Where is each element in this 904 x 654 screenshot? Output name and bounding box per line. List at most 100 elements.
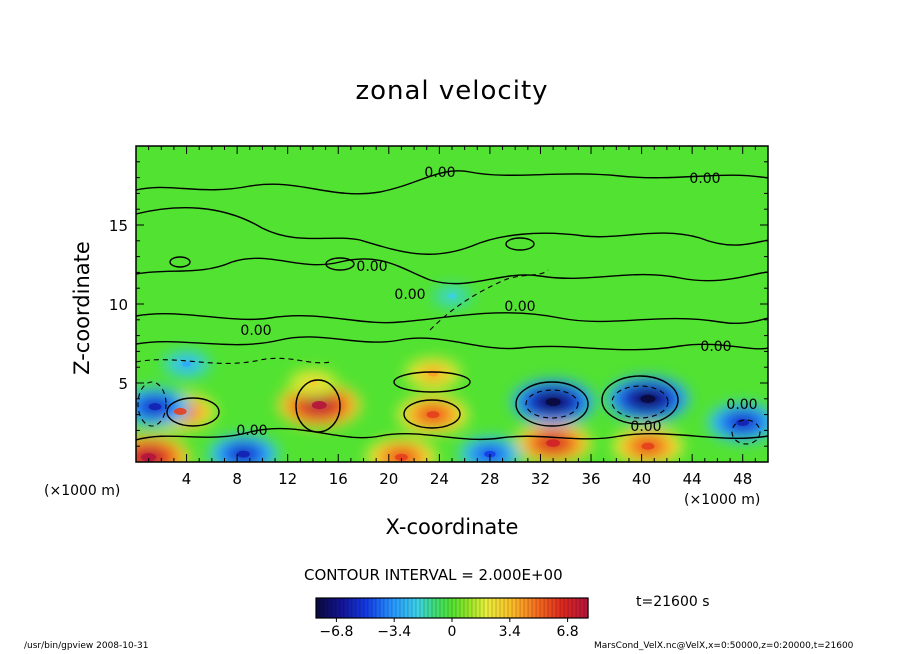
field-feature-core: [148, 403, 162, 411]
colorbar-cell: [368, 598, 373, 618]
contour-ring: [403, 399, 461, 429]
negative-contour-6: [731, 419, 761, 445]
contour-label-text: 0.00: [726, 397, 757, 413]
y-axis-label: Z-coordinate: [70, 241, 94, 375]
colorbar-cell: [428, 598, 433, 618]
colorbar-cell: [436, 598, 441, 618]
contour-ring: [505, 237, 535, 251]
contour-label: 0.00: [356, 259, 387, 275]
x-tick-label: 8: [232, 470, 242, 488]
colorbar-cell: [488, 598, 493, 618]
colorbar-cell: [352, 598, 357, 618]
footer-right: MarsCond_VelX.nc@VelX,x=0:50000,z=0:2000…: [594, 641, 854, 651]
contour-label-text: 0.00: [630, 419, 661, 435]
colorbar-cell: [384, 598, 389, 618]
contour-label-text: 0.00: [394, 287, 425, 303]
colorbar-cell: [512, 598, 517, 618]
colorbar-cell: [580, 598, 585, 618]
contour-ring: [295, 379, 341, 433]
colorbar-cell: [416, 598, 421, 618]
contour-label-text: 0.00: [424, 165, 455, 181]
x-tick-label: 40: [632, 470, 651, 488]
colorbar: −6.8 −3.4 0 3.4 6.8: [315, 597, 589, 640]
negative-contour-2: [429, 269, 549, 331]
colorbar-tick-label: −3.4: [377, 624, 411, 640]
colorbar-cell: [452, 598, 457, 618]
contour-label: 0.00: [424, 165, 455, 181]
colorbar-cell: [492, 598, 497, 618]
field-feature-core: [426, 411, 440, 419]
colorbar-cell: [516, 598, 521, 618]
colorbar-tick-label: −6.8: [319, 624, 353, 640]
contour-ring: [601, 375, 679, 425]
field-feature-core: [640, 394, 656, 403]
colorbar-cell: [344, 598, 349, 618]
contour-ring: [325, 257, 355, 271]
x-tick-label: 4: [182, 470, 192, 488]
field-feature-core: [237, 450, 250, 458]
x-tick-label: 16: [329, 470, 348, 488]
x-tick-label: 44: [683, 470, 702, 488]
colorbar-cell: [564, 598, 569, 618]
contour-label: 0.00: [726, 397, 757, 413]
colorbar-cell: [572, 598, 577, 618]
colorbar-cell: [544, 598, 549, 618]
contour-ring: [515, 381, 589, 427]
field-feature-core: [141, 453, 157, 462]
colorbar-cell: [560, 598, 565, 618]
colorbar-cell: [444, 598, 449, 618]
colorbar-cell: [336, 598, 341, 618]
x-tick-label: 20: [379, 470, 398, 488]
colorbar-cell: [528, 598, 533, 618]
colorbar-cell: [456, 598, 461, 618]
x-tick-label: 32: [531, 470, 550, 488]
negative-contour-1: [136, 357, 331, 364]
x-tick-label: 24: [430, 470, 449, 488]
colorbar-cell: [556, 598, 561, 618]
contour-interval: CONTOUR INTERVAL = 2.000E+00: [304, 566, 563, 584]
colorbar-cell: [468, 598, 473, 618]
zero-contour-2: [136, 207, 768, 255]
contour-label: 0.00: [236, 423, 267, 439]
y-tick-label: 15: [109, 217, 128, 235]
colorbar-cell: [340, 598, 345, 618]
colorbar-cell: [328, 598, 333, 618]
field-feature-core: [545, 397, 561, 407]
negative-contour-4: [611, 385, 669, 419]
colorbar-cell: [320, 598, 325, 618]
y-tick-label: 10: [109, 296, 128, 314]
colorbar-cell: [408, 598, 413, 618]
zero-contour-1: [136, 170, 768, 195]
colorbar-cell: [576, 598, 581, 618]
y-tick-label: 5: [118, 375, 128, 393]
colorbar-cell: [404, 598, 409, 618]
colorbar-cell: [584, 598, 589, 618]
colorbar-cell: [536, 598, 541, 618]
contour-label: 0.00: [394, 287, 425, 303]
time-label: t=21600 s: [636, 594, 710, 610]
colorbar-cell: [504, 598, 509, 618]
x-tick-label: 28: [480, 470, 499, 488]
contour-ring: [393, 371, 471, 393]
x-tick-label: 36: [581, 470, 600, 488]
colorbar-cell: [388, 598, 393, 618]
colorbar-cell: [392, 598, 397, 618]
colorbar-cell: [496, 598, 501, 618]
colorbar-cell: [552, 598, 557, 618]
colorbar-cell: [540, 598, 545, 618]
negative-contour-3: [525, 389, 579, 419]
contour-label-text: 0.00: [356, 259, 387, 275]
contour-label: 0.00: [240, 323, 271, 339]
colorbar-cell: [568, 598, 573, 618]
colorbar-cell: [476, 598, 481, 618]
colorbar-cell: [500, 598, 505, 618]
colorbar-cell: [520, 598, 525, 618]
zero-contour-5: [136, 336, 768, 351]
contour-label-text: 0.00: [504, 299, 535, 315]
colorbar-cell: [432, 598, 437, 618]
colorbar-cell: [420, 598, 425, 618]
x-axis-unit: (×1000 m): [684, 492, 761, 508]
colorbar-cell: [484, 598, 489, 618]
chart-title: zonal velocity: [355, 76, 549, 106]
